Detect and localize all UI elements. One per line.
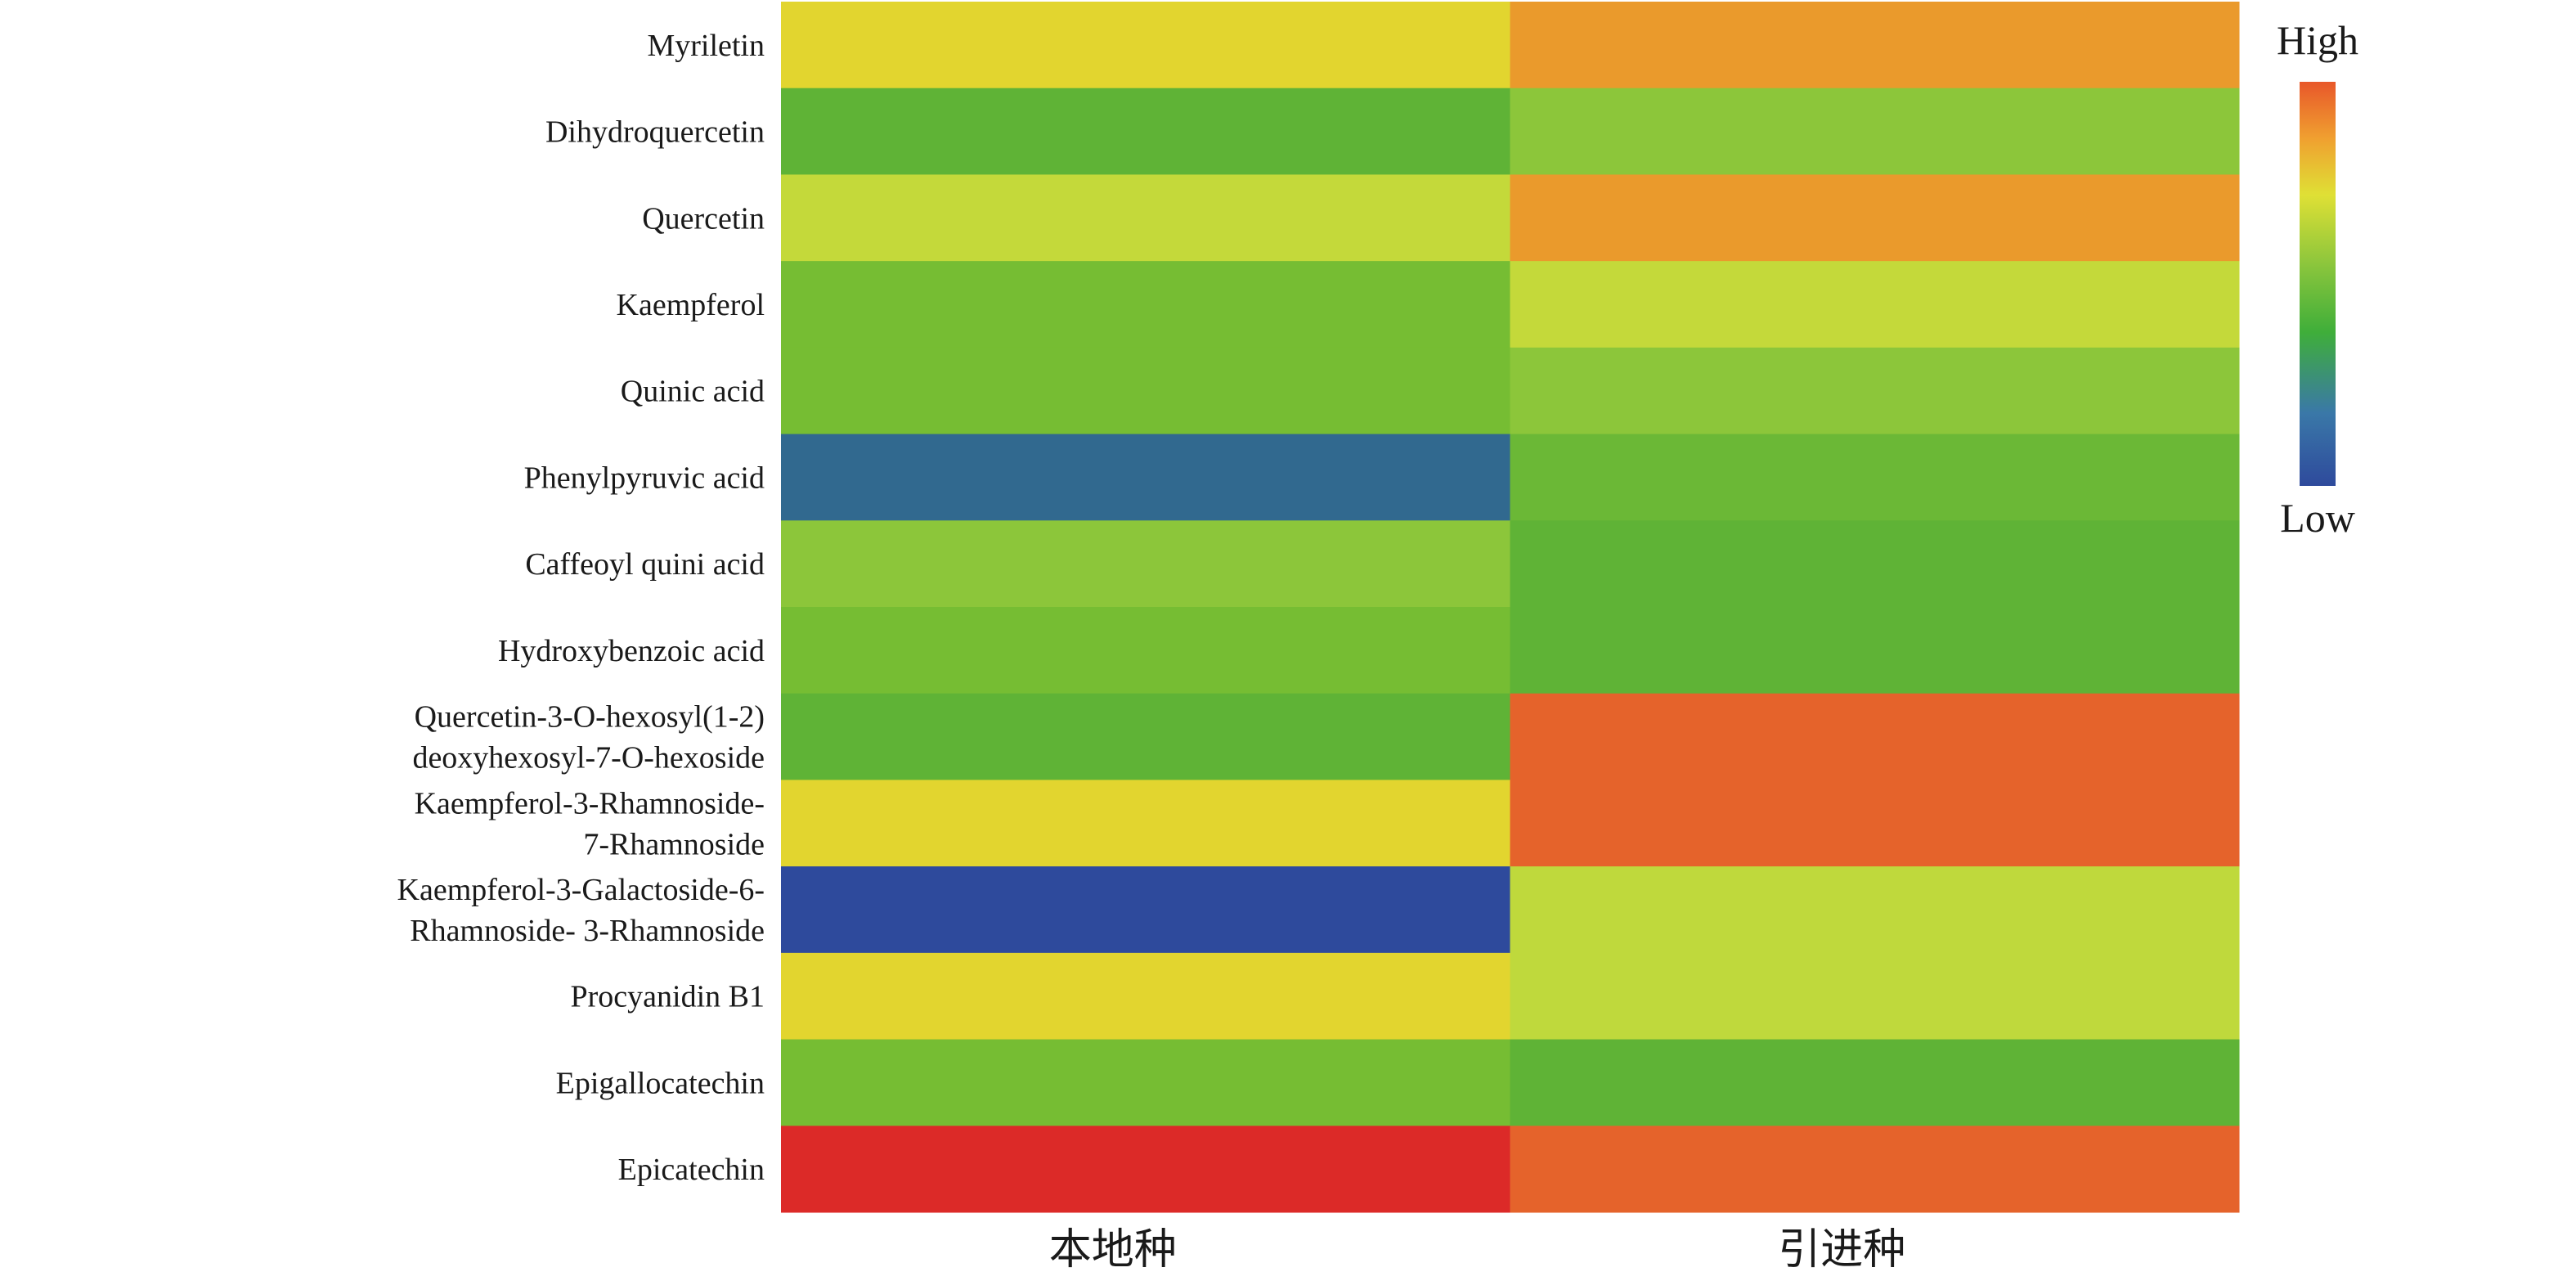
heatmap-cell bbox=[1510, 88, 2240, 175]
row-label: Quinic acid bbox=[621, 375, 765, 409]
column-label: 本地种 bbox=[1049, 1225, 1177, 1272]
row-label: Kaempferol-3-Rhamnoside- bbox=[415, 786, 765, 820]
heatmap-cell bbox=[781, 434, 1510, 521]
row-label: Kaempferol bbox=[617, 288, 765, 322]
heatmap-cell bbox=[1510, 1126, 2240, 1213]
row-label: Procyanidin B1 bbox=[571, 980, 765, 1014]
heatmap-cell bbox=[1510, 780, 2240, 867]
row-label: Quercetin-3-O-hexosyl(1-2) bbox=[415, 700, 765, 735]
heatmap-cell bbox=[1510, 1039, 2240, 1126]
heatmap-cell bbox=[781, 866, 1510, 954]
heatmap-cell bbox=[781, 88, 1510, 175]
color-scale-legend: High Low bbox=[2277, 17, 2358, 541]
heatmap-cell bbox=[781, 261, 1510, 348]
row-label: Kaempferol-3-Galactoside-6- bbox=[397, 873, 765, 907]
heatmap-cell bbox=[1510, 866, 2240, 954]
row-label: Phenylpyruvic acid bbox=[524, 461, 765, 495]
heatmap-cell bbox=[1510, 520, 2240, 608]
heatmap-cell bbox=[1510, 607, 2240, 694]
row-label: Epigallocatechin bbox=[556, 1066, 765, 1100]
heatmap-cell bbox=[781, 952, 1510, 1041]
heatmap-cell bbox=[1510, 347, 2240, 435]
heatmap-cell bbox=[1510, 2, 2240, 89]
heatmap-cell bbox=[781, 780, 1510, 867]
heatmap-cell bbox=[781, 693, 1510, 780]
heatmap-cell bbox=[781, 174, 1510, 262]
heatmap-cell bbox=[781, 520, 1510, 608]
heatmap-cell bbox=[781, 2, 1510, 89]
heatmap-cell bbox=[1510, 952, 2240, 1041]
row-labels: Myriletin Dihydroquercetin Quercetin Kaempf… bbox=[397, 29, 765, 1187]
row-label: Quercetin bbox=[642, 201, 765, 236]
row-label: Hydroxybenzoic acid bbox=[498, 634, 765, 668]
heatmap-cell bbox=[781, 1126, 1510, 1213]
heatmap-cell bbox=[1510, 434, 2240, 521]
heatmap-cell bbox=[781, 347, 1510, 435]
row-label: Myriletin bbox=[647, 29, 765, 63]
column-labels: 本地种 引进种 bbox=[1049, 1225, 1906, 1272]
heatmap-cell bbox=[781, 1039, 1510, 1126]
row-label: 7-Rhamnoside bbox=[583, 827, 765, 861]
row-label: deoxyhexosyl-7-O-hexoside bbox=[412, 741, 765, 775]
column-label: 引进种 bbox=[1778, 1225, 1905, 1272]
row-label: Epicatechin bbox=[618, 1153, 765, 1187]
scale-low-label: Low bbox=[2280, 495, 2355, 541]
color-scale-bar bbox=[2300, 82, 2336, 486]
heatmap-cell bbox=[1510, 693, 2240, 780]
row-label: Caffeoyl quini acid bbox=[525, 547, 765, 582]
heatmap-cells bbox=[781, 2, 2240, 1213]
scale-high-label: High bbox=[2277, 17, 2358, 63]
heatmap-cell bbox=[781, 607, 1510, 694]
row-label: Rhamnoside- 3-Rhamnoside bbox=[410, 914, 765, 948]
heatmap-cell bbox=[1510, 174, 2240, 262]
heatmap-cell bbox=[1510, 261, 2240, 348]
row-label: Dihydroquercetin bbox=[545, 115, 765, 150]
